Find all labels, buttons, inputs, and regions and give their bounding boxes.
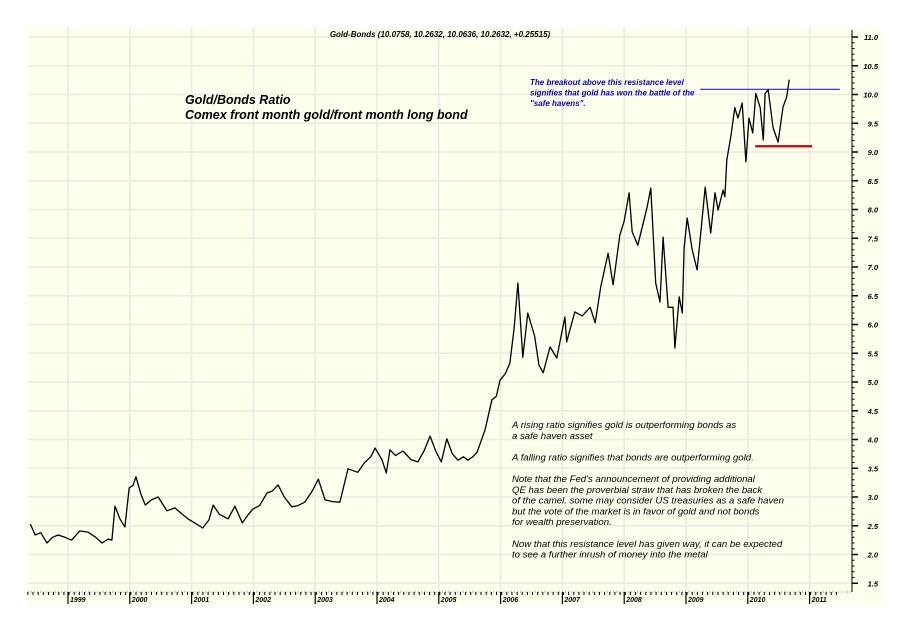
series-layer (29, 79, 840, 544)
breakout-text-line: "safe havens". (530, 99, 586, 108)
note-text-line: for wealth preservation. (512, 517, 612, 528)
x-tick-label: 2009 (687, 597, 704, 604)
heading-line-2: Comex front month gold/front month long … (185, 108, 468, 122)
x-tick-label: 2005 (440, 597, 457, 604)
y-tick-label: 9.5 (868, 119, 879, 128)
y-tick-label: 5.5 (868, 349, 879, 358)
notes-annotation: A rising ratio signifies gold is outperf… (511, 420, 784, 561)
x-tick-label: 2001 (193, 597, 210, 604)
note-text-line: A falling ratio signifies that bonds are… (511, 452, 754, 463)
chart-title: Gold-Bonds (10.0758, 10.2632, 10.0636, 1… (330, 30, 551, 39)
note-text-line: A rising ratio signifies gold is outperf… (511, 420, 736, 431)
note-text-line: Note that the Fed's announcement of prov… (512, 474, 756, 485)
y-tick-label: 3.5 (868, 464, 879, 473)
y-tick-label: 2.5 (867, 522, 879, 531)
grid (28, 27, 852, 592)
x-tick-label: 2006 (502, 597, 519, 604)
y-tick-label: 1.5 (868, 579, 879, 588)
breakout-text-line: The breakout above this resistance level (530, 78, 685, 87)
y-tick-label: 6.5 (868, 292, 879, 301)
y-tick-label: 7.5 (868, 234, 879, 243)
x-tick-label: 1999 (70, 597, 86, 604)
y-tick-label: 4.0 (867, 436, 879, 445)
x-tick-label: 2000 (131, 597, 148, 604)
y-tick-label: 4.5 (867, 407, 879, 416)
note-text-line: to see a further inrush of money into th… (512, 550, 709, 561)
x-tick-label: 2004 (378, 597, 395, 604)
y-tick-label: 8.0 (868, 206, 879, 215)
note-text-line: Now that this resistance level has given… (512, 539, 783, 550)
x-tick-label: 2007 (563, 597, 581, 604)
y-tick-label: 2.0 (867, 551, 879, 560)
y-tick-label: 10.0 (863, 91, 878, 100)
note-text-line: but the vote of the market is in favor o… (512, 506, 760, 517)
gold-bonds-ratio-line (29, 79, 790, 544)
y-tick-label: 6.0 (868, 321, 879, 330)
y-tick-label: 5.0 (868, 378, 879, 387)
y-tick-label: 7.0 (868, 263, 879, 272)
x-tick-label: 2011 (811, 597, 827, 604)
breakout-annotation: The breakout above this resistance level… (530, 78, 695, 108)
note-text-line: QE has been the proverbial straw that ha… (512, 485, 763, 496)
y-tick-label: 10.5 (863, 62, 878, 71)
x-tick-label: 2008 (625, 597, 642, 604)
y-tick-label: 11.0 (864, 33, 879, 42)
y-tick-label: 9.0 (868, 148, 879, 157)
x-tick-label: 2002 (254, 597, 271, 604)
breakout-text-line: signifies that gold has won the battle o… (530, 89, 695, 98)
y-tick-label: 8.5 (868, 177, 879, 186)
note-text-line: of the camel. some may consider US treas… (512, 496, 784, 507)
y-tick-label: 3.0 (868, 493, 879, 502)
x-tick-label: 2010 (749, 597, 766, 604)
note-text-line: a safe haven asset (512, 431, 593, 442)
axes: 11.0 10.5 10.0 9.5 9.0 8.5 8.0 7.5 7.0 6.5 6.0 5.5 5… (27, 30, 879, 604)
x-tick-label: 2003 (316, 597, 333, 604)
heading-line-1: Gold/Bonds Ratio (185, 93, 291, 107)
